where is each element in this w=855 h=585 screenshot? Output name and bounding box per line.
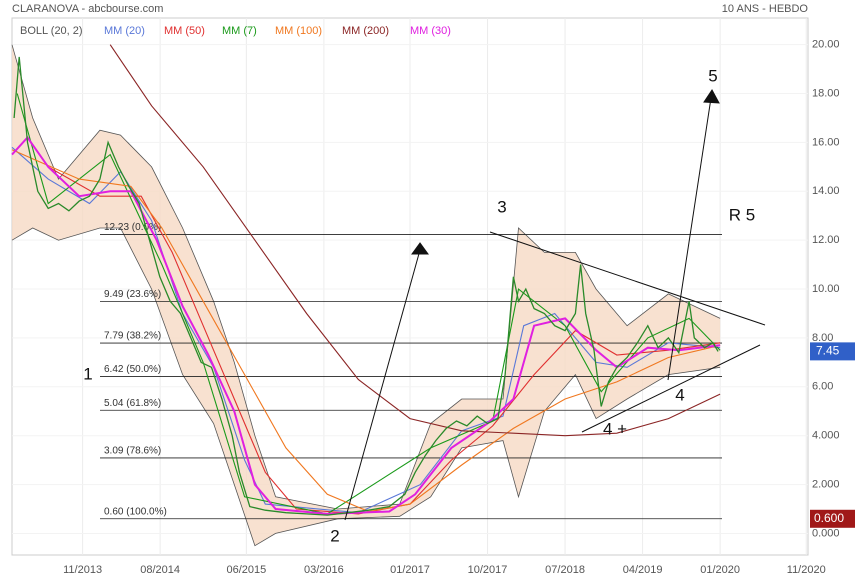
x-tick-label: 11/2013 bbox=[63, 564, 102, 576]
trend-lines bbox=[344, 89, 766, 521]
low-marker-box bbox=[810, 509, 855, 528]
legend-label: MM (20) bbox=[104, 25, 145, 37]
arrow-head bbox=[703, 89, 720, 104]
last-price-box bbox=[810, 342, 855, 361]
y-tick-label: 8.00 bbox=[812, 332, 833, 344]
support-line bbox=[581, 344, 761, 433]
y-tick-label: 4.000 bbox=[812, 430, 840, 442]
legend-label: MM (7) bbox=[222, 25, 257, 37]
ma-line bbox=[109, 44, 721, 437]
fib-label: 6.42 (50.0%) bbox=[104, 364, 161, 375]
x-tick-label: 01/2017 bbox=[390, 564, 430, 576]
band-upper bbox=[11, 44, 721, 510]
x-tick-label: 03/2016 bbox=[304, 564, 344, 576]
chart-subtitle: 10 ANS - HEBDO bbox=[722, 3, 809, 15]
ma-line bbox=[11, 149, 721, 513]
annotation: R 5 bbox=[729, 205, 755, 224]
arrow-head bbox=[411, 242, 429, 255]
y-tick-label: 18.00 bbox=[812, 87, 840, 99]
x-tick-label: 07/2018 bbox=[545, 564, 585, 576]
annotation: 4 bbox=[675, 385, 684, 404]
arrow-line bbox=[344, 249, 421, 521]
y-tick-label: 2.000 bbox=[812, 478, 840, 490]
fib-label: 7.79 (38.2%) bbox=[104, 331, 161, 342]
y-tick-label: 14.00 bbox=[812, 185, 840, 197]
last-price-label: 7.45 bbox=[816, 344, 840, 358]
fib-label: 3.09 (78.6%) bbox=[104, 446, 161, 457]
low-marker-label: 0.600 bbox=[814, 511, 844, 525]
fib-label: 5.04 (61.8%) bbox=[104, 398, 161, 409]
annotation: 4 + bbox=[603, 419, 627, 438]
ma-line bbox=[11, 135, 721, 515]
legend-label: BOLL (20, 2) bbox=[20, 25, 83, 37]
fib-label: 12.23 (0.0%) bbox=[104, 222, 161, 233]
annotation: 3 bbox=[497, 197, 506, 216]
y-tick-label: 0.000 bbox=[812, 527, 840, 539]
y-tick-label: 12.00 bbox=[812, 234, 840, 246]
legend-label: MM (30) bbox=[410, 25, 451, 37]
annotation: 2 bbox=[330, 526, 339, 545]
legend-label: MM (200) bbox=[342, 25, 389, 37]
fib-label: 9.49 (23.6%) bbox=[104, 289, 161, 300]
y-tick-label: 6.00 bbox=[812, 381, 833, 393]
band-fill bbox=[12, 44, 721, 546]
ma-line bbox=[47, 166, 721, 515]
x-tick-label: 08/2014 bbox=[140, 564, 180, 576]
annotation: 5 bbox=[708, 66, 717, 85]
arrow-line bbox=[667, 97, 712, 381]
price-line bbox=[13, 56, 719, 516]
fib-label: 0.60 (100.0%) bbox=[104, 506, 167, 517]
chart-title: CLARANOVA - abcbourse.com bbox=[12, 3, 163, 15]
y-tick-label: 20.00 bbox=[812, 39, 840, 51]
resistance-line bbox=[489, 231, 766, 326]
legend-label: MM (100) bbox=[275, 25, 322, 37]
x-tick-label: 01/2020 bbox=[700, 564, 740, 576]
x-tick-label: 06/2015 bbox=[226, 564, 266, 576]
legend-label: MM (50) bbox=[164, 25, 205, 37]
x-tick-label: 10/2017 bbox=[468, 564, 508, 576]
x-tick-label: 04/2019 bbox=[623, 564, 663, 576]
x-tick-label: 11/2020 bbox=[787, 564, 826, 576]
annotation: 1 bbox=[83, 364, 92, 383]
y-tick-label: 10.00 bbox=[812, 283, 840, 295]
y-tick-label: 16.00 bbox=[812, 136, 840, 148]
